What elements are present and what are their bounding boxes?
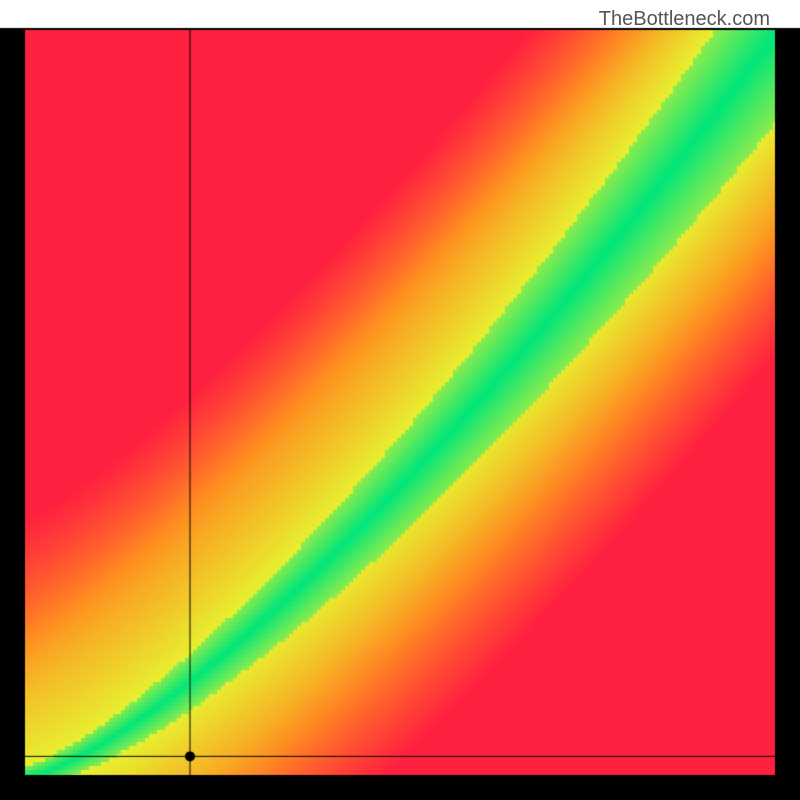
watermark-text: TheBottleneck.com [599, 8, 770, 31]
chart-container: TheBottleneck.com [0, 0, 800, 800]
heatmap-canvas [0, 0, 800, 800]
